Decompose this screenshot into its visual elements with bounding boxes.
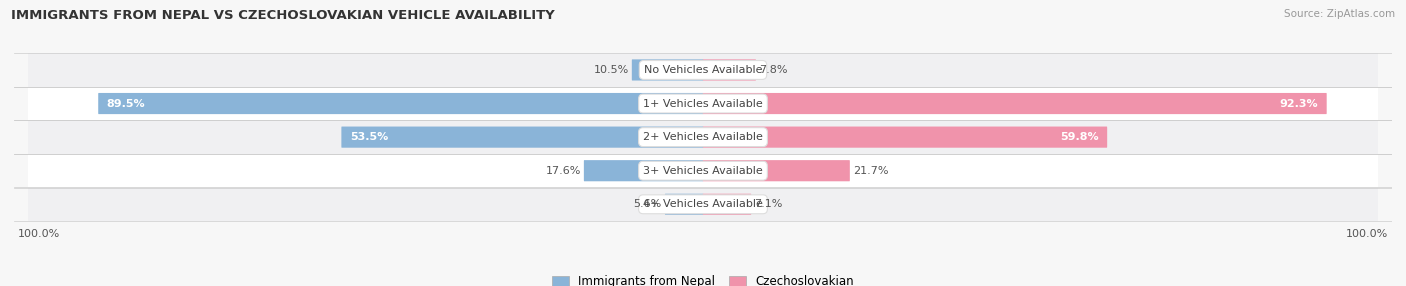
Text: 3+ Vehicles Available: 3+ Vehicles Available (643, 166, 763, 176)
FancyBboxPatch shape (703, 160, 849, 181)
Text: 1+ Vehicles Available: 1+ Vehicles Available (643, 99, 763, 109)
Text: 21.7%: 21.7% (853, 166, 889, 176)
FancyBboxPatch shape (703, 126, 1107, 148)
FancyBboxPatch shape (342, 126, 703, 148)
Bar (28, 87, 1378, 120)
Text: Source: ZipAtlas.com: Source: ZipAtlas.com (1284, 9, 1395, 19)
Bar (28, 120, 1378, 154)
Text: 59.8%: 59.8% (1060, 132, 1099, 142)
FancyBboxPatch shape (631, 59, 703, 81)
Text: 7.1%: 7.1% (755, 199, 783, 209)
Bar (28, 154, 1378, 187)
Text: 4+ Vehicles Available: 4+ Vehicles Available (643, 199, 763, 209)
Text: 5.6%: 5.6% (634, 199, 662, 209)
Text: 92.3%: 92.3% (1279, 99, 1319, 109)
FancyBboxPatch shape (703, 59, 756, 81)
Text: 100.0%: 100.0% (17, 229, 59, 239)
Bar (28, 188, 1378, 221)
Text: 7.8%: 7.8% (759, 65, 787, 75)
Text: 10.5%: 10.5% (593, 65, 628, 75)
Bar (28, 53, 1378, 87)
FancyBboxPatch shape (703, 93, 1327, 114)
Text: 17.6%: 17.6% (546, 166, 581, 176)
FancyBboxPatch shape (703, 194, 751, 215)
FancyBboxPatch shape (665, 194, 703, 215)
Text: 2+ Vehicles Available: 2+ Vehicles Available (643, 132, 763, 142)
FancyBboxPatch shape (583, 160, 703, 181)
Text: 100.0%: 100.0% (1347, 229, 1389, 239)
Legend: Immigrants from Nepal, Czechoslovakian: Immigrants from Nepal, Czechoslovakian (547, 270, 859, 286)
Text: 53.5%: 53.5% (350, 132, 388, 142)
Text: No Vehicles Available: No Vehicles Available (644, 65, 762, 75)
Text: 89.5%: 89.5% (107, 99, 145, 109)
FancyBboxPatch shape (98, 93, 703, 114)
Text: IMMIGRANTS FROM NEPAL VS CZECHOSLOVAKIAN VEHICLE AVAILABILITY: IMMIGRANTS FROM NEPAL VS CZECHOSLOVAKIAN… (11, 9, 555, 21)
